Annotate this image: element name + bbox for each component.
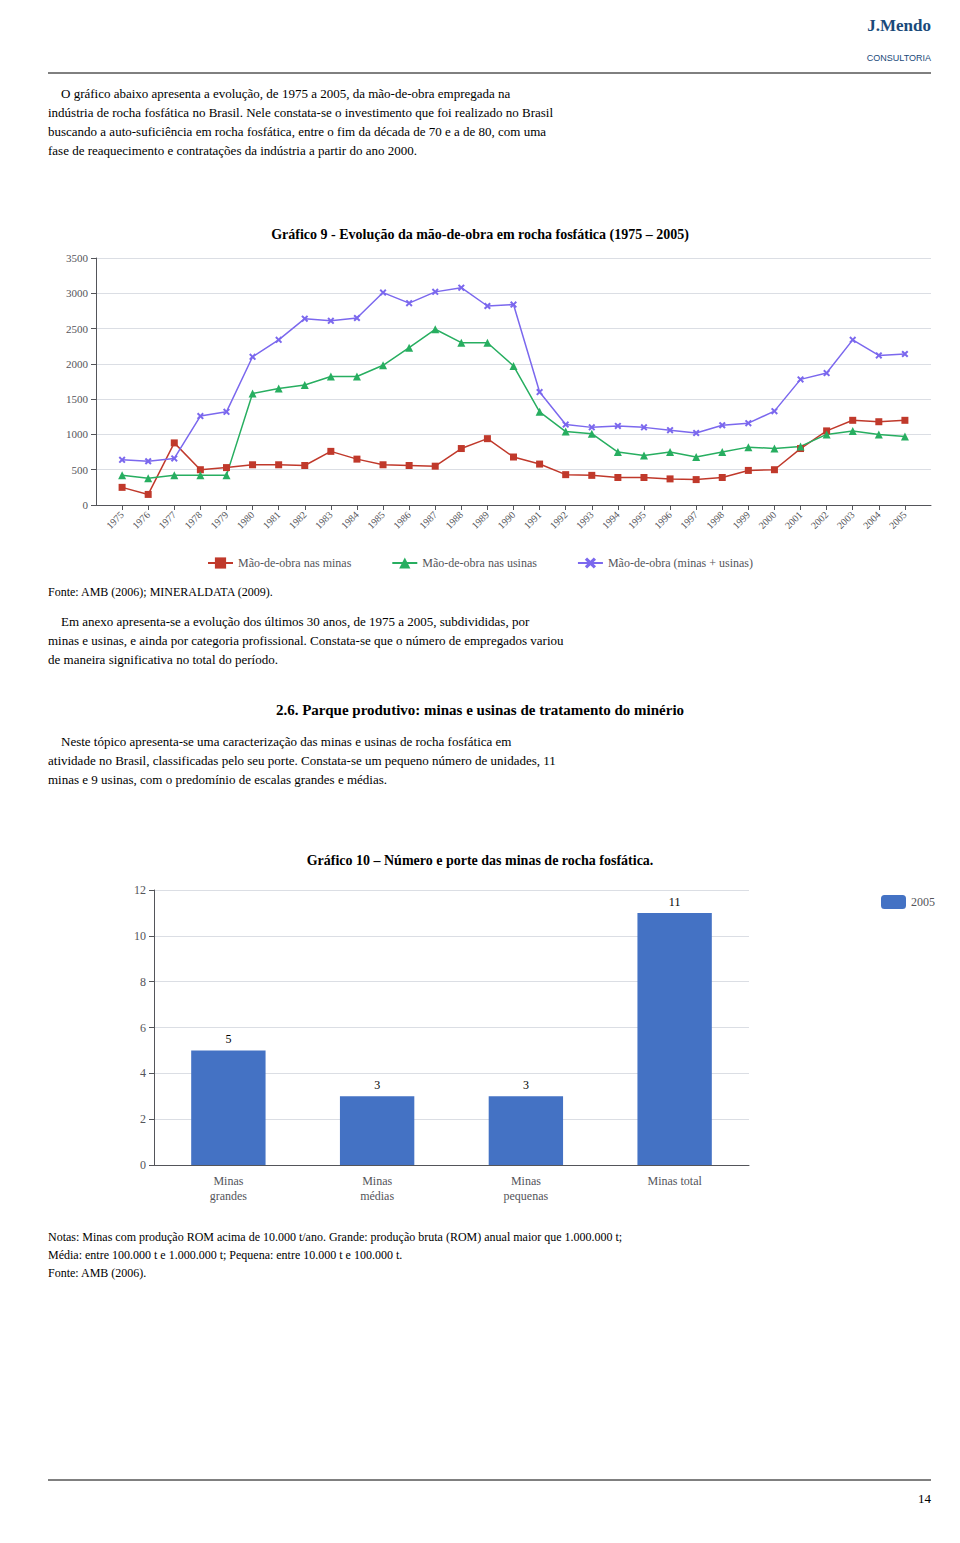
svg-text:1992: 1992	[548, 509, 570, 531]
svg-text:3: 3	[374, 1078, 380, 1092]
svg-text:1994: 1994	[600, 509, 622, 531]
svg-text:1985: 1985	[365, 509, 387, 531]
svg-text:fase de reaquecimento e contra: fase de reaquecimento e contratações da …	[48, 143, 417, 158]
svg-text:0: 0	[83, 499, 89, 511]
svg-text:5: 5	[225, 1032, 231, 1046]
svg-text:11: 11	[669, 895, 681, 909]
svg-text:2004: 2004	[861, 509, 883, 531]
svg-text:1979: 1979	[208, 509, 230, 531]
svg-text:Minas: Minas	[213, 1174, 243, 1188]
svg-text:indústria de rocha fosfática n: indústria de rocha fosfática no Brasil. …	[48, 105, 553, 120]
svg-text:2.6. Parque produtivo: minas e: 2.6. Parque produtivo: minas e usinas de…	[276, 702, 684, 718]
svg-text:atividade no Brasil, classific: atividade no Brasil, classificadas pelo …	[48, 753, 556, 768]
svg-text:Fonte: AMB (2006).: Fonte: AMB (2006).	[48, 1266, 146, 1280]
svg-text:Neste tópico apresenta-se uma: Neste tópico apresenta-se uma caracteriz…	[48, 734, 511, 749]
svg-text:1991: 1991	[522, 509, 544, 531]
svg-text:14: 14	[918, 1491, 932, 1506]
svg-text:buscando a auto-suficiência em: buscando a auto-suficiência em rocha fos…	[48, 124, 546, 139]
svg-text:1981: 1981	[261, 509, 283, 531]
svg-text:Notas: Minas com produção ROM: Notas: Minas com produção ROM acima de 1…	[48, 1230, 622, 1244]
svg-text:Gráfico 10 – Número e porte da: Gráfico 10 – Número e porte das minas de…	[307, 853, 654, 868]
svg-text:1978: 1978	[182, 509, 204, 531]
svg-text:1990: 1990	[495, 509, 517, 531]
svg-text:4: 4	[140, 1066, 146, 1080]
svg-text:1975: 1975	[104, 509, 126, 531]
svg-text:Em anexo apresenta-se a evoluç: Em anexo apresenta-se a evolução dos últ…	[48, 614, 530, 629]
svg-text:minas e usinas, e ainda por ca: minas e usinas, e ainda por categoria pr…	[48, 633, 564, 648]
svg-text:Gráfico 9 - Evolução da mão-de: Gráfico 9 - Evolução da mão-de-obra em r…	[271, 227, 689, 243]
svg-text:CONSULTORIA: CONSULTORIA	[867, 53, 931, 63]
svg-text:1980: 1980	[235, 509, 257, 531]
svg-text:1986: 1986	[391, 509, 413, 531]
svg-text:J.Mendo: J.Mendo	[867, 16, 931, 35]
svg-text:8: 8	[140, 975, 146, 989]
svg-text:1988: 1988	[443, 509, 465, 531]
svg-text:1976: 1976	[130, 509, 152, 531]
svg-text:1987: 1987	[417, 509, 439, 531]
svg-text:1500: 1500	[66, 393, 89, 405]
svg-text:2001: 2001	[783, 509, 805, 531]
svg-text:3000: 3000	[66, 287, 89, 299]
svg-text:grandes: grandes	[210, 1189, 248, 1203]
svg-text:3: 3	[523, 1078, 529, 1092]
svg-text:1999: 1999	[730, 509, 752, 531]
svg-text:de maneira significativa no to: de maneira significativa no total do per…	[48, 652, 278, 667]
svg-text:Mão-de-obra nas minas: Mão-de-obra nas minas	[238, 556, 352, 570]
svg-text:2: 2	[140, 1112, 146, 1126]
svg-text:Mão-de-obra (minas + usinas): Mão-de-obra (minas + usinas)	[608, 556, 753, 570]
svg-text:1982: 1982	[287, 509, 309, 531]
svg-text:2005: 2005	[911, 895, 935, 909]
svg-text:1977: 1977	[156, 509, 178, 531]
svg-text:1997: 1997	[678, 509, 700, 531]
svg-text:Fonte: AMB (2006); MINERALDATA: Fonte: AMB (2006); MINERALDATA (2009).	[48, 585, 273, 599]
svg-text:1000: 1000	[66, 428, 89, 440]
svg-text:pequenas: pequenas	[504, 1189, 549, 1203]
svg-text:1995: 1995	[626, 509, 648, 531]
svg-text:1998: 1998	[704, 509, 726, 531]
svg-text:Minas: Minas	[511, 1174, 541, 1188]
svg-text:10: 10	[134, 929, 146, 943]
svg-text:2002: 2002	[809, 509, 831, 531]
svg-text:Mão-de-obra nas usinas: Mão-de-obra nas usinas	[422, 556, 537, 570]
svg-text:12: 12	[134, 883, 146, 897]
svg-text:1989: 1989	[469, 509, 491, 531]
svg-text:2500: 2500	[66, 323, 89, 335]
svg-text:2003: 2003	[835, 509, 857, 531]
svg-text:1996: 1996	[652, 509, 674, 531]
svg-text:2000: 2000	[756, 509, 778, 531]
svg-text:2000: 2000	[66, 358, 89, 370]
svg-text:0: 0	[140, 1158, 146, 1172]
svg-text:Média: entre 100.000 t e 1.000: Média: entre 100.000 t e 1.000.000 t; Pe…	[48, 1248, 402, 1262]
svg-text:1984: 1984	[339, 509, 361, 531]
svg-text:Minas total: Minas total	[647, 1174, 702, 1188]
svg-text:3500: 3500	[66, 252, 89, 264]
svg-text:1983: 1983	[313, 509, 335, 531]
svg-text:6: 6	[140, 1021, 146, 1035]
svg-text:médias: médias	[360, 1189, 394, 1203]
svg-text:minas e 9 usinas, com o predom: minas e 9 usinas, com o predomínio de es…	[48, 772, 387, 787]
svg-text:500: 500	[72, 464, 89, 476]
svg-text:O gráfico abaixo apresenta a e: O gráfico abaixo apresenta a evolução, d…	[48, 86, 511, 101]
svg-text:Minas: Minas	[362, 1174, 392, 1188]
svg-text:2005: 2005	[887, 509, 909, 531]
svg-text:1993: 1993	[574, 509, 596, 531]
